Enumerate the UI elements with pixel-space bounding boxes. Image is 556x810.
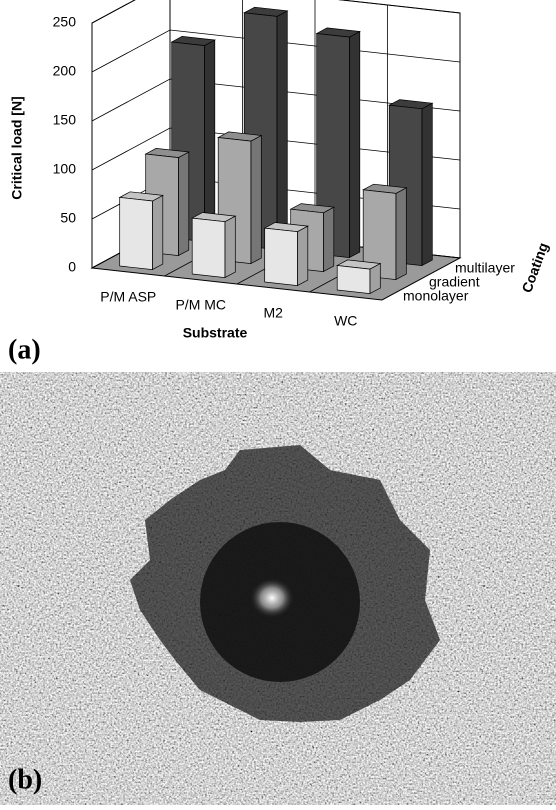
bar-side bbox=[349, 32, 359, 258]
legend-label: multilayer bbox=[455, 260, 515, 276]
chart: 0 50 100 150 200 250 Critical load [N] Substrat… bbox=[8, 0, 551, 365]
bar-side bbox=[323, 207, 333, 271]
y-axis-label: Critical load [N] bbox=[9, 96, 25, 199]
figure: (b) 0 50 100 150 200 250 Critical load [N] Subs… bbox=[0, 0, 556, 805]
indent-tip bbox=[250, 578, 294, 618]
x-tick-label: WC bbox=[334, 313, 357, 329]
bar-front bbox=[337, 266, 370, 294]
bar-side bbox=[277, 11, 287, 250]
y-tick-label: 0 bbox=[68, 259, 76, 275]
bar-side bbox=[152, 195, 162, 269]
y-tick-label: 100 bbox=[53, 161, 77, 177]
y-tick-label: 150 bbox=[53, 112, 77, 128]
x-axis-label: Substrate bbox=[183, 325, 248, 341]
bar-side bbox=[204, 40, 214, 242]
x-tick-label: P/M MC bbox=[175, 297, 226, 313]
bar bbox=[265, 223, 308, 286]
bar-side bbox=[396, 188, 406, 280]
y-tick-label: 50 bbox=[60, 210, 76, 226]
bar-front bbox=[192, 218, 225, 278]
bar-side bbox=[178, 152, 188, 256]
bar bbox=[120, 192, 163, 270]
bar-side bbox=[422, 103, 432, 265]
bar bbox=[192, 213, 235, 278]
x-tick-label: P/M ASP bbox=[100, 289, 156, 305]
y-tick-label: 250 bbox=[53, 14, 77, 30]
bar-side bbox=[297, 226, 307, 286]
bar-front bbox=[120, 197, 153, 269]
z-axis-label: Coating bbox=[518, 240, 551, 294]
micrograph: (b) bbox=[0, 372, 556, 805]
legend-label: gradient bbox=[429, 274, 480, 290]
legend-label: monolayer bbox=[403, 288, 469, 304]
bar-side bbox=[225, 216, 235, 278]
y-tick-label: 200 bbox=[53, 63, 77, 79]
x-tick-label: M2 bbox=[264, 305, 284, 321]
bar-front bbox=[265, 228, 298, 286]
panel-label: (a) bbox=[8, 334, 41, 365]
bar bbox=[337, 260, 380, 294]
bar-side bbox=[251, 136, 261, 264]
panel-label: (b) bbox=[8, 764, 42, 795]
